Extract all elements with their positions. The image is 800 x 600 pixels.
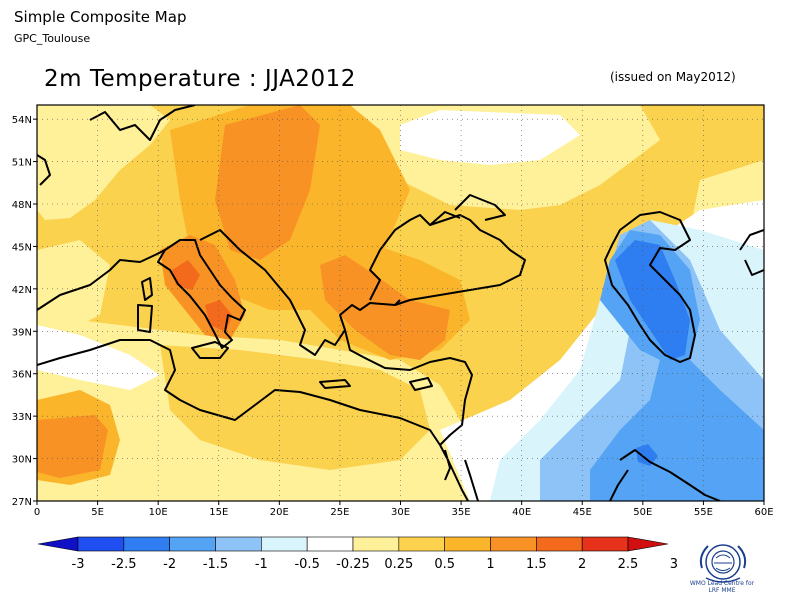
colorbar-segment-high-end — [627, 536, 669, 552]
colorbar-label: 0.25 — [384, 557, 413, 572]
lat-tick-label: 33N — [12, 412, 32, 423]
colorbar-segment — [581, 536, 629, 552]
lat-tick-label: 45N — [12, 242, 32, 253]
colorbar-label: 1 — [486, 557, 494, 572]
lon-tick-label: 55E — [694, 507, 713, 518]
header-title: Simple Composite Map — [14, 8, 187, 26]
coastlines — [37, 105, 764, 501]
coastline-corsica-sardinia — [137, 277, 153, 333]
lat-tick-label: 39N — [12, 327, 32, 338]
coastline-balkans — [199, 229, 401, 356]
logo-caption: WMO Lead Centre for LRF MME — [680, 580, 764, 594]
colorbar-label: 2 — [578, 557, 586, 572]
coastline-red-sea — [439, 444, 479, 501]
lon-tick-label: 10E — [149, 507, 168, 518]
coastline-africa-north — [37, 339, 441, 446]
coastline-sicily — [191, 341, 229, 359]
lon-tick-label: 60E — [754, 507, 773, 518]
coastline-black-sea — [369, 214, 526, 306]
colorbar-label: -2.5 — [111, 557, 136, 572]
lat-tick-label: 30N — [12, 455, 32, 466]
colorbar: -3 -2.5 -2 -1.5 -1 -0.5 -0.25 0.25 0.5 1 1.5 2 2.5 3 — [37, 536, 678, 572]
colorbar-segment — [398, 536, 445, 552]
colorbar-label: 0.5 — [434, 557, 455, 572]
colorbar-segment — [261, 536, 308, 552]
colorbar-segment — [536, 536, 583, 552]
temperature-anomaly-map: 0 5E 10E 15E 20E 25E 30E 35E 40E 45E 50E 55E 60E 54N 5… — [12, 104, 774, 518]
logo-caption-line2: LRF MME — [708, 587, 736, 594]
colorbar-label: -1 — [255, 557, 268, 572]
lat-tick-label: 36N — [12, 370, 32, 381]
colorbar-segment — [169, 536, 216, 552]
coastline-east — [739, 229, 764, 276]
coastline-europe-north — [37, 105, 196, 186]
issued-date: (issued on May2012) — [610, 70, 736, 84]
colorbar-label: -0.5 — [294, 557, 319, 572]
field-patch-darkorange-sw — [37, 415, 108, 478]
field-patch-red-italy-1 — [172, 260, 200, 290]
lon-tick-label: 45E — [573, 507, 592, 518]
colorbar-label: -1.5 — [203, 557, 228, 572]
logo-caption-line1: WMO Lead Centre for — [689, 580, 755, 587]
colorbar-segment — [490, 536, 537, 552]
lon-tick-label: 40E — [512, 507, 531, 518]
colorbar-label: 2.5 — [618, 557, 639, 572]
lon-tick-label: 0 — [34, 507, 40, 518]
field-patch-blue — [615, 240, 690, 360]
lat-tick-label: 27N — [12, 497, 32, 508]
lon-tick-label: 30E — [391, 507, 410, 518]
lon-tick-label: 25E — [330, 507, 349, 518]
field-patch-darkorange-north — [215, 105, 320, 260]
field-patch-darkorange-balkan — [320, 255, 450, 360]
map-title: 2m Temperature : JJA2012 — [44, 66, 356, 92]
coastline-cyprus — [409, 377, 433, 391]
field-patch-neutral-north — [400, 110, 580, 165]
field-patch-light-north — [37, 105, 170, 220]
coastline-iberia-france — [37, 249, 166, 311]
colorbar-segment — [352, 536, 400, 552]
colorbar-label: 3 — [670, 557, 678, 572]
axis-ticks: 0 5E 10E 15E 20E 25E 30E 35E 40E 45E 50E 55E 60E 54N 5… — [12, 115, 774, 518]
lon-tick-label: 35E — [452, 507, 471, 518]
colorbar-label: -3 — [72, 557, 85, 572]
colorbar-label: -0.25 — [336, 557, 370, 572]
colorbar-segment-low-end — [37, 536, 79, 552]
lat-tick-label: 48N — [12, 200, 32, 211]
header-subtitle: GPC_Toulouse — [14, 32, 91, 45]
gridlines — [37, 105, 764, 501]
coastline-turkey-levant — [344, 329, 473, 446]
lon-tick-label: 15E — [209, 507, 228, 518]
field-patch-light-west — [37, 240, 110, 335]
coastline-crimea-azov — [429, 194, 506, 226]
colorbar-segments — [37, 536, 669, 552]
colorbar-labels: -3 -2.5 -2 -1.5 -1 -0.5 -0.25 0.25 0.5 1 1.5 2 2.5 3 — [72, 557, 678, 572]
colorbar-segment — [444, 536, 491, 552]
coastline-italy — [157, 239, 246, 349]
colorbar-segment — [215, 536, 262, 552]
colorbar-label: 1.5 — [526, 557, 547, 572]
field-patch-mid-south — [160, 345, 430, 470]
lon-tick-label: 50E — [633, 507, 652, 518]
coastline-crete — [319, 379, 351, 389]
field-patch-blue-south — [636, 444, 658, 466]
lat-tick-label: 54N — [12, 115, 32, 126]
coastline-persian-gulf — [609, 449, 721, 501]
lon-tick-label: 20E — [270, 507, 289, 518]
colorbar-label: -2 — [163, 557, 176, 572]
wmo-emblem-icon — [699, 544, 747, 583]
lon-tick-label: 5E — [91, 507, 104, 518]
colorbar-segment — [123, 536, 170, 552]
coastline-caspian — [604, 211, 696, 363]
colorbar-segment — [77, 536, 125, 552]
colorbar-segment — [306, 536, 354, 552]
lat-tick-label: 42N — [12, 285, 32, 296]
lat-tick-label: 51N — [12, 158, 32, 169]
